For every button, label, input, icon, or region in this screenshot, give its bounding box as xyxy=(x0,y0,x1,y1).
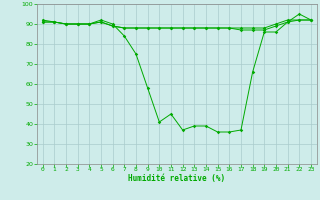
X-axis label: Humidité relative (%): Humidité relative (%) xyxy=(128,174,225,183)
